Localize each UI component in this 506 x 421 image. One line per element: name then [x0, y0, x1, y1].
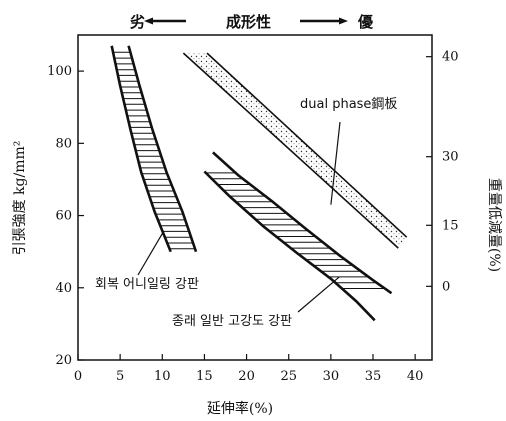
x-axis-title: 延伸率(%): [207, 400, 273, 417]
y-tick-label: 100: [47, 64, 72, 79]
band-0-area: [183, 53, 407, 249]
annotation-label: 종래 일반 고강도 강판: [172, 314, 292, 329]
band-1-lower-edge: [110, 45, 172, 253]
x-tick-label: 20: [238, 369, 255, 384]
header-left-arrow: [144, 17, 186, 25]
band-1: [110, 45, 198, 253]
band-0-upper-edge: [206, 52, 408, 238]
axis-ticks: 0 5 10 15 20 25 30 35 40 20 40 60 80 100 40 30 15 0: [47, 50, 458, 384]
y2-axis-title: 重量低減量(%): [486, 178, 503, 272]
x-tick-label: 10: [154, 369, 171, 384]
x-tick-label: 5: [116, 369, 124, 384]
y2-tick-label: 0: [442, 279, 450, 294]
x-tick-label: 40: [407, 369, 424, 384]
data-bands: [110, 45, 408, 322]
header-right-arrow: [300, 17, 348, 25]
x-tick-label: 35: [365, 369, 382, 384]
x-tick-label: 25: [280, 369, 297, 384]
header-left-label: 劣: [130, 13, 145, 31]
annotation-leader-line: [137, 233, 163, 276]
y2-tick-label: 30: [442, 150, 459, 165]
y-tick-label: 40: [55, 281, 72, 296]
band-0-lower-edge: [182, 52, 399, 249]
x-tick-label: 0: [74, 369, 82, 384]
plot-frame: [77, 34, 433, 361]
y-axis-title: 引張強度 kg/mm²: [12, 141, 28, 256]
annotation-label: 회복 어니일링 강판: [95, 277, 199, 292]
y-tick-label: 60: [55, 209, 72, 224]
header-right-label: 優: [357, 13, 374, 31]
band-0: [182, 52, 408, 249]
y-tick-label: 80: [55, 136, 72, 151]
band-2-upper-edge: [212, 151, 393, 295]
y2-tick-label: 40: [442, 50, 459, 65]
chart-header: 劣 成形性 優: [130, 13, 374, 31]
band-2-lower-edge: [203, 170, 376, 322]
band-2: [203, 151, 393, 322]
band-1-area: [112, 46, 196, 252]
annotation-leader-line: [330, 121, 341, 205]
annotation-leader-line: [297, 276, 340, 313]
y2-tick-label: 15: [442, 218, 459, 233]
header-center-label: 成形性: [226, 13, 271, 31]
band-1-upper-edge: [127, 45, 198, 253]
x-tick-label: 30: [323, 369, 340, 384]
x-tick-label: 15: [196, 369, 213, 384]
y-tick-label: 20: [55, 353, 72, 368]
annotation-label: dual phase鋼板: [300, 97, 397, 112]
